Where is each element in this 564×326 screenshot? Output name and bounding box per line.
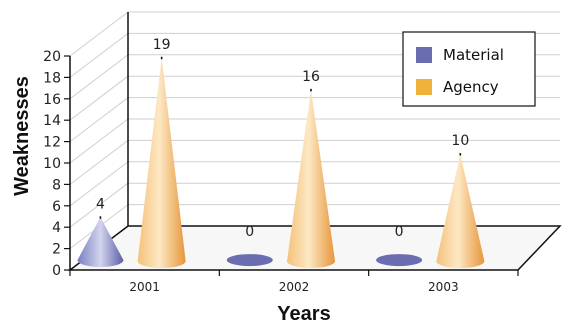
side-gridline bbox=[69, 75, 129, 121]
x-axis-title: Years bbox=[277, 303, 330, 325]
plot-marks bbox=[77, 56, 485, 269]
y-tick-label: 10 bbox=[43, 156, 61, 172]
data-label: 10 bbox=[451, 133, 469, 149]
legend-swatch-agency bbox=[416, 79, 432, 95]
data-label: 0 bbox=[245, 224, 254, 240]
y-tick-label: 20 bbox=[43, 49, 61, 65]
x-tick-label: 2002 bbox=[279, 280, 310, 294]
y-tick-label: 0 bbox=[52, 263, 61, 279]
side-gridline bbox=[69, 97, 129, 142]
y-tick-label: 12 bbox=[43, 135, 61, 151]
data-label: 0 bbox=[395, 224, 404, 240]
cone-agency-2001 bbox=[137, 57, 186, 269]
side-gridline bbox=[69, 118, 129, 164]
cone-agency-2003 bbox=[436, 154, 485, 269]
legend-swatch-material bbox=[416, 47, 432, 63]
side-gridline bbox=[69, 182, 129, 228]
legend: Material Agency bbox=[402, 31, 536, 107]
data-label: 4 bbox=[96, 196, 105, 212]
y-tick-label: 4 bbox=[52, 220, 61, 236]
side-gridline bbox=[69, 161, 129, 207]
axes bbox=[64, 12, 519, 276]
legend-label-material: Material bbox=[443, 46, 504, 64]
y-tick-label: 6 bbox=[52, 199, 61, 215]
cone-material-2003 bbox=[376, 254, 423, 267]
gridlines bbox=[69, 11, 560, 249]
y-tick-label: 14 bbox=[43, 113, 61, 129]
legend-label-agency: Agency bbox=[443, 78, 499, 96]
y-tick-label: 2 bbox=[52, 242, 61, 258]
y-tick-label: 8 bbox=[52, 177, 61, 193]
data-label: 19 bbox=[153, 37, 171, 53]
cone-agency-2002 bbox=[286, 89, 335, 269]
side-gridline bbox=[69, 140, 129, 185]
side-gridline bbox=[69, 54, 129, 100]
side-gridline bbox=[69, 11, 129, 57]
y-axis-title: Weaknesses bbox=[11, 76, 33, 196]
chart-text: 0 2 4 6 8 10 12 14 16 18 20 2001 4 19 2002 0 16 2003 0 10 Ye… bbox=[11, 37, 469, 325]
cone-material-2001 bbox=[77, 217, 124, 268]
x-tick-label: 2001 bbox=[129, 280, 160, 294]
y-tick-label: 18 bbox=[43, 70, 61, 86]
data-label: 16 bbox=[302, 69, 320, 85]
side-gridline bbox=[69, 33, 129, 78]
y-tick-label: 16 bbox=[43, 92, 61, 108]
cone-material-2002 bbox=[226, 254, 273, 267]
x-tick-label: 2003 bbox=[428, 280, 459, 294]
